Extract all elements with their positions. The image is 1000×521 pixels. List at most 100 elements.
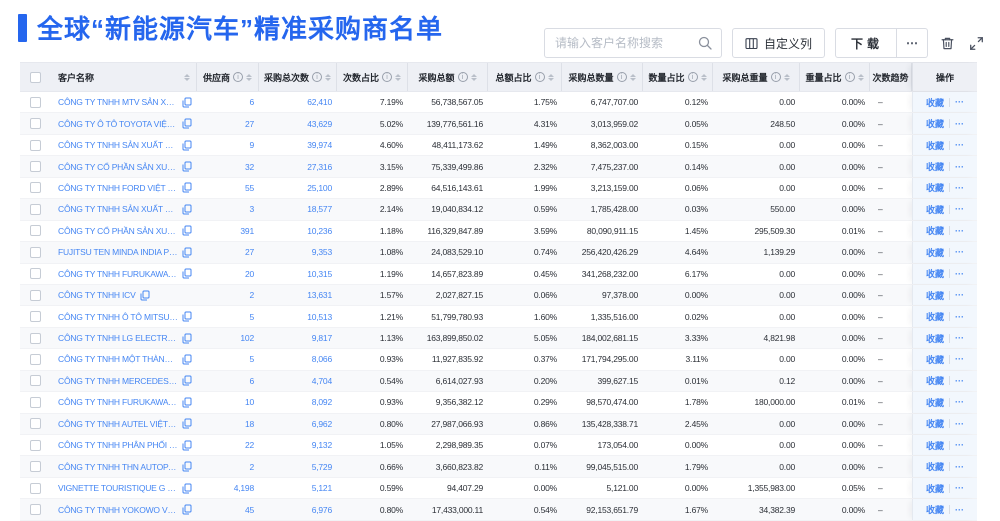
favorite-button[interactable]: 收藏 xyxy=(925,97,944,108)
col-header-customer-name[interactable]: 客户名称 xyxy=(50,63,197,91)
customer-name-link[interactable]: CÔNG TY Ô TÔ TOYOTA VIỆT ... xyxy=(58,118,178,129)
sort-icon[interactable] xyxy=(325,73,331,81)
info-icon[interactable] xyxy=(457,72,468,82)
customer-name-link[interactable]: CÔNG TY TNHH SẢN XUẤT VÀ ... xyxy=(58,204,178,215)
favorite-button[interactable]: 收藏 xyxy=(925,440,944,451)
row-more-button[interactable]: ··· xyxy=(955,97,964,108)
col-header-purchases-pct[interactable]: 次数占比 xyxy=(337,63,408,91)
favorite-button[interactable]: 收藏 xyxy=(925,119,944,130)
copy-icon[interactable] xyxy=(182,118,192,129)
row-checkbox[interactable] xyxy=(29,246,41,258)
row-more-button[interactable]: ··· xyxy=(955,440,964,451)
copy-icon[interactable] xyxy=(182,182,192,193)
copy-icon[interactable] xyxy=(182,418,192,429)
copy-icon[interactable] xyxy=(182,461,192,472)
row-more-button[interactable]: ··· xyxy=(955,204,964,215)
copy-icon[interactable] xyxy=(182,225,192,236)
search-icon[interactable] xyxy=(698,36,712,50)
sort-icon[interactable] xyxy=(395,73,401,81)
row-more-button[interactable]: ··· xyxy=(955,247,964,258)
row-more-button[interactable]: ··· xyxy=(955,225,964,236)
sort-icon[interactable] xyxy=(470,73,477,81)
favorite-button[interactable]: 收藏 xyxy=(925,397,944,408)
favorite-button[interactable]: 收藏 xyxy=(925,419,944,430)
info-icon[interactable] xyxy=(687,72,698,82)
favorite-button[interactable]: 收藏 xyxy=(925,505,944,516)
col-header-amount-pct[interactable]: 总额占比 xyxy=(488,63,562,91)
copy-icon[interactable] xyxy=(182,247,192,258)
copy-icon[interactable] xyxy=(182,204,192,215)
customer-name-link[interactable]: CÔNG TY TNHH Ô TÔ MITSUBI... xyxy=(58,311,178,322)
copy-icon[interactable] xyxy=(182,268,192,279)
copy-icon[interactable] xyxy=(182,440,192,451)
delete-button[interactable] xyxy=(938,34,957,53)
select-all-checkbox[interactable] xyxy=(29,71,41,83)
sort-icon[interactable] xyxy=(700,73,707,81)
col-header-total-purchases[interactable]: 采购总次数 xyxy=(259,63,337,91)
copy-icon[interactable] xyxy=(182,161,192,172)
row-more-button[interactable]: ··· xyxy=(955,268,964,279)
row-checkbox[interactable] xyxy=(29,268,41,280)
row-more-button[interactable]: ··· xyxy=(955,140,964,151)
favorite-button[interactable]: 收藏 xyxy=(925,312,944,323)
copy-icon[interactable] xyxy=(182,140,192,151)
customer-name-link[interactable]: CÔNG TY TNHH SẢN XUẤT VÀ ... xyxy=(58,140,178,151)
favorite-button[interactable]: 收藏 xyxy=(925,462,944,473)
row-checkbox[interactable] xyxy=(29,418,41,430)
download-more-button[interactable]: ⋯ xyxy=(897,28,928,58)
row-more-button[interactable]: ··· xyxy=(955,375,964,386)
row-more-button[interactable]: ··· xyxy=(955,290,964,301)
row-more-button[interactable]: ··· xyxy=(955,483,964,494)
row-checkbox[interactable] xyxy=(29,203,41,215)
sort-icon[interactable] xyxy=(184,73,190,81)
row-checkbox[interactable] xyxy=(29,504,41,516)
copy-icon[interactable] xyxy=(182,311,192,322)
row-checkbox[interactable] xyxy=(29,461,41,473)
copy-icon[interactable] xyxy=(140,290,150,301)
row-more-button[interactable]: ··· xyxy=(955,461,964,472)
customer-name-link[interactable]: CÔNG TY TNHH MỘT THÀNH V... xyxy=(58,354,178,365)
copy-icon[interactable] xyxy=(182,97,192,108)
favorite-button[interactable]: 收藏 xyxy=(925,204,944,215)
row-checkbox[interactable] xyxy=(29,182,41,194)
favorite-button[interactable]: 收藏 xyxy=(925,269,944,280)
search-input[interactable] xyxy=(554,36,698,50)
row-more-button[interactable]: ··· xyxy=(955,354,964,365)
info-icon[interactable] xyxy=(312,72,322,82)
customer-name-link[interactable]: VIGNETTE TOURISTIQUE G UNI... xyxy=(58,483,178,494)
customer-name-link[interactable]: CÔNG TY TNHH THN AUTOPAR... xyxy=(58,461,178,472)
favorite-button[interactable]: 收藏 xyxy=(925,140,944,151)
col-header-suppliers[interactable]: 供应商 xyxy=(197,63,259,91)
copy-icon[interactable] xyxy=(182,397,192,408)
favorite-button[interactable]: 收藏 xyxy=(925,376,944,387)
search-box[interactable] xyxy=(543,28,722,58)
sort-icon[interactable] xyxy=(783,73,790,81)
customer-name-link[interactable]: CÔNG TY TNHH YOKOWO VIỆT... xyxy=(58,504,178,515)
favorite-button[interactable]: 收藏 xyxy=(925,354,944,365)
favorite-button[interactable]: 收藏 xyxy=(925,226,944,237)
info-icon[interactable] xyxy=(844,72,855,82)
col-header-total-quantity[interactable]: 采购总数量 xyxy=(562,63,643,91)
info-icon[interactable] xyxy=(616,72,627,82)
favorite-button[interactable]: 收藏 xyxy=(925,333,944,344)
info-icon[interactable] xyxy=(233,72,243,82)
row-checkbox[interactable] xyxy=(29,482,41,494)
customer-name-link[interactable]: CÔNG TY TNHH FURUKAWA A... xyxy=(58,397,178,408)
row-more-button[interactable]: ··· xyxy=(955,504,964,515)
customize-columns-button[interactable]: 自定义列 xyxy=(731,28,825,58)
customer-name-link[interactable]: CÔNG TY TNHH LG ELECTRON... xyxy=(58,333,178,344)
row-checkbox[interactable] xyxy=(29,311,41,323)
col-header-total-amount[interactable]: 采购总额 xyxy=(408,63,488,91)
info-icon[interactable] xyxy=(534,72,545,82)
download-button[interactable]: 下载 xyxy=(834,28,897,58)
info-icon[interactable] xyxy=(770,72,781,82)
customer-name-link[interactable]: CÔNG TY CỔ PHẦN SẢN XUẤT... xyxy=(58,225,178,236)
row-checkbox[interactable] xyxy=(29,332,41,344)
favorite-button[interactable]: 收藏 xyxy=(925,183,944,194)
customer-name-link[interactable]: CÔNG TY TNHH MERCEDES-B... xyxy=(58,375,178,386)
customer-name-link[interactable]: CÔNG TY TNHH FURUKAWA A... xyxy=(58,268,178,279)
favorite-button[interactable]: 收藏 xyxy=(925,162,944,173)
customer-name-link[interactable]: CÔNG TY TNHH ICV xyxy=(58,290,136,301)
row-checkbox[interactable] xyxy=(29,439,41,451)
customer-name-link[interactable]: CÔNG TY TNHH MTV SẢN XUẤ... xyxy=(58,97,178,108)
